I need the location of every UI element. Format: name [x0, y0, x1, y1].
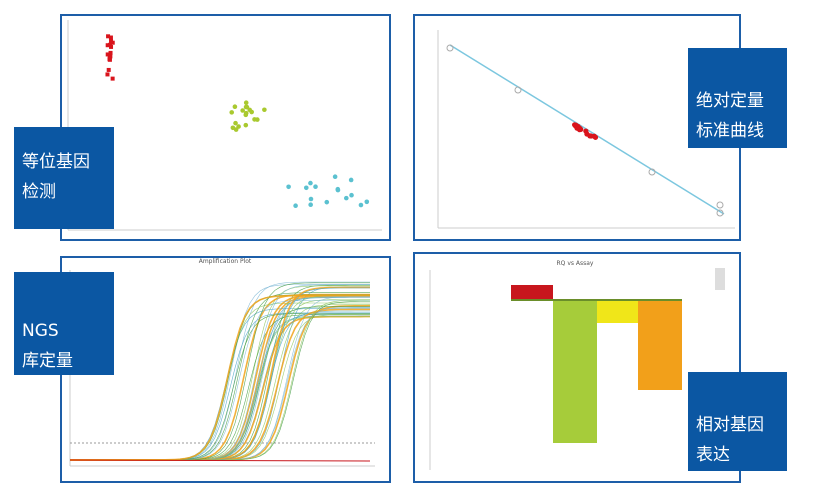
panel-label: 绝对定量 标准曲线	[688, 48, 787, 148]
curve	[70, 308, 370, 461]
label-line: 检测	[22, 182, 56, 202]
point	[244, 104, 250, 110]
point	[107, 42, 112, 47]
point	[344, 195, 349, 201]
point	[324, 199, 330, 205]
point	[446, 44, 454, 52]
point	[286, 184, 291, 190]
point	[110, 40, 115, 45]
curve	[70, 302, 370, 461]
panel-label: 相对基因 表达	[688, 372, 787, 471]
point	[308, 180, 313, 186]
point	[106, 34, 111, 39]
point	[108, 35, 113, 40]
label-line: 等位基因	[22, 152, 90, 172]
point	[572, 123, 579, 129]
point	[109, 44, 114, 49]
point	[514, 86, 522, 94]
point	[105, 43, 110, 48]
bar	[511, 285, 553, 300]
chart-title: RQ vs Assay	[557, 260, 594, 267]
point	[229, 110, 235, 115]
point	[240, 108, 245, 113]
bar	[638, 300, 682, 390]
point	[308, 202, 313, 207]
point	[107, 57, 112, 62]
point	[243, 100, 249, 106]
point	[332, 174, 338, 180]
label-line: 绝对定量	[696, 91, 764, 111]
curve	[70, 312, 370, 461]
curve	[70, 304, 370, 461]
bar	[597, 300, 638, 323]
chart-title: Amplification Plot	[199, 258, 252, 265]
label-line: 表达	[696, 445, 730, 465]
curve	[70, 313, 370, 461]
point	[230, 125, 236, 131]
curve	[69, 459, 371, 462]
point	[364, 199, 370, 205]
point	[262, 107, 267, 113]
scatter-axes	[67, 20, 382, 231]
point	[110, 76, 115, 81]
point	[308, 196, 314, 202]
point	[583, 128, 589, 134]
curve	[70, 314, 370, 461]
bar	[553, 300, 597, 443]
panel-label: NGS 库定量	[14, 272, 114, 375]
point	[313, 184, 318, 190]
point	[236, 124, 241, 129]
point	[716, 201, 724, 209]
curve	[70, 310, 370, 461]
point	[249, 109, 255, 115]
point	[252, 117, 257, 122]
curve	[70, 313, 370, 461]
label-line: 标准曲线	[696, 121, 764, 141]
point	[233, 120, 238, 126]
point	[105, 72, 110, 77]
panel-frame	[60, 14, 391, 241]
point	[232, 104, 238, 110]
curve	[70, 285, 370, 461]
amp-axes	[69, 270, 375, 467]
point	[105, 52, 110, 57]
point	[349, 192, 354, 198]
point	[576, 125, 583, 131]
point	[358, 202, 364, 208]
curve	[70, 313, 370, 461]
curve	[70, 307, 370, 461]
curve	[70, 308, 370, 461]
point	[293, 203, 298, 209]
label-line: 库定量	[22, 351, 73, 371]
curve	[70, 316, 370, 461]
curve	[70, 315, 370, 461]
point	[335, 187, 341, 193]
point	[348, 177, 354, 183]
curve	[70, 301, 370, 461]
curve	[70, 306, 370, 461]
curve	[70, 304, 371, 461]
label-line: 相对基因	[696, 415, 764, 435]
point	[648, 168, 656, 176]
point	[591, 133, 597, 139]
curve	[70, 315, 370, 461]
point	[716, 209, 724, 217]
curve	[70, 307, 370, 461]
point	[106, 67, 111, 72]
point	[108, 54, 113, 59]
point	[303, 185, 309, 191]
point	[108, 50, 113, 55]
legend-box	[715, 268, 725, 290]
label-line: NGS	[22, 321, 59, 341]
point	[243, 110, 249, 116]
point	[243, 122, 249, 128]
panel-label: 等位基因 检测	[14, 127, 114, 229]
rq-chart	[429, 268, 725, 470]
